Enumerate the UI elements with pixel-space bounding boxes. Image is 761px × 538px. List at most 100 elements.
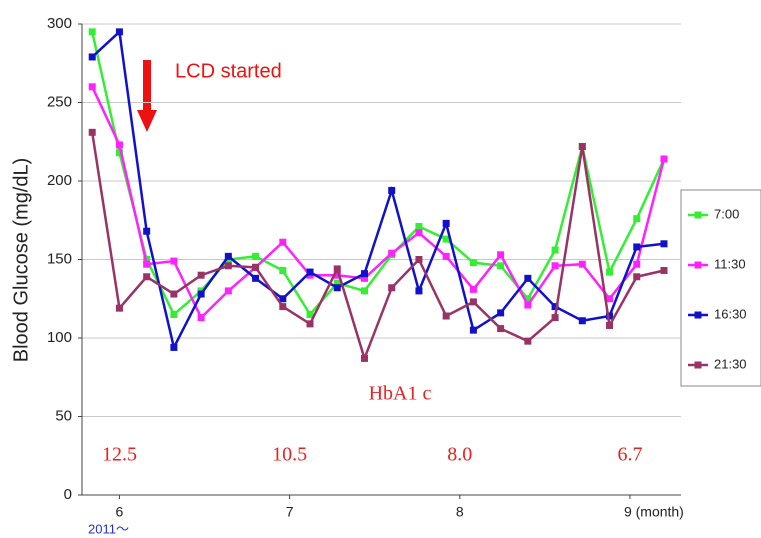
point: [606, 268, 614, 276]
legend-marker: [694, 361, 702, 369]
point: [633, 273, 641, 281]
point: [170, 343, 178, 351]
point: [224, 262, 232, 270]
point: [578, 260, 586, 268]
y-tick-label: 0: [64, 486, 72, 503]
point: [469, 259, 477, 267]
point: [442, 235, 450, 243]
point: [497, 262, 505, 270]
point: [660, 266, 668, 274]
point: [524, 301, 532, 309]
point: [279, 266, 287, 274]
point: [469, 285, 477, 293]
point: [88, 53, 96, 61]
point: [115, 28, 123, 36]
point: [633, 260, 641, 268]
point: [224, 287, 232, 295]
point: [415, 256, 423, 263]
point: [170, 310, 178, 318]
point: [115, 141, 123, 149]
point: [524, 337, 532, 345]
point: [224, 252, 232, 260]
point: [88, 83, 96, 91]
point: [143, 273, 151, 281]
point: [333, 279, 341, 287]
point: [578, 142, 586, 150]
series-line: [91, 86, 666, 320]
legend-marker: [694, 211, 702, 219]
y-tick-label: 150: [47, 250, 72, 267]
point: [524, 295, 532, 303]
point: [197, 271, 205, 279]
hba1c-label: 6.7: [617, 444, 642, 466]
x-tick-label: 8: [456, 504, 464, 520]
y-tick-label: 50: [55, 407, 72, 424]
point: [633, 215, 641, 223]
point: [252, 263, 260, 271]
point: [388, 284, 396, 292]
point: [88, 128, 96, 136]
legend-marker: [694, 311, 702, 319]
point: [279, 295, 287, 303]
point: [360, 270, 368, 278]
point: [660, 155, 668, 163]
hba1c-label: 10.5: [272, 444, 307, 466]
annotation: LCD started: [175, 60, 282, 82]
x-tick-label: 9 (month): [624, 504, 684, 520]
point: [497, 325, 505, 333]
point: [524, 274, 532, 282]
hba1c-label: 8.0: [447, 444, 472, 466]
legend-box: [680, 189, 761, 387]
hba1c-label: 12.5: [102, 444, 137, 466]
point: [279, 303, 287, 311]
point: [360, 274, 368, 282]
legend-label: 21:30: [714, 356, 747, 371]
point: [252, 274, 260, 282]
hba1c-title: HbA1 c: [369, 383, 432, 405]
x-tick-label: 6: [116, 504, 124, 520]
point: [551, 246, 559, 254]
point: [551, 262, 559, 270]
point: [469, 298, 477, 306]
point: [279, 238, 287, 246]
point: [197, 290, 205, 298]
point: [442, 219, 450, 227]
point: [306, 268, 314, 276]
point: [306, 310, 314, 318]
point: [88, 28, 96, 36]
y-tick-label: 200: [47, 172, 72, 189]
point: [333, 265, 341, 273]
point: [606, 312, 614, 320]
point: [633, 243, 641, 251]
series-line: [90, 31, 666, 317]
legend-label: 16:30: [714, 306, 747, 321]
point: [143, 260, 151, 268]
x-note: 2011～: [88, 521, 129, 536]
point: [333, 284, 341, 292]
point: [469, 326, 477, 334]
arrow-shaft: [143, 60, 151, 112]
point: [170, 257, 178, 265]
point: [170, 290, 178, 298]
legend-label: 7:00: [714, 206, 739, 221]
point: [252, 252, 260, 260]
series-line: [91, 29, 665, 352]
point: [197, 314, 205, 322]
series-line: [90, 132, 665, 363]
point: [578, 317, 586, 325]
legend-marker: [694, 261, 702, 269]
point: [415, 223, 423, 231]
point: [143, 227, 151, 235]
point: [442, 252, 450, 260]
point: [551, 314, 559, 322]
point: [606, 295, 614, 303]
point: [442, 312, 450, 320]
point: [660, 240, 668, 248]
arrow: [137, 60, 157, 132]
point: [360, 354, 368, 362]
point: [497, 251, 505, 259]
x-tick-label: 7: [286, 504, 294, 520]
point: [497, 309, 505, 317]
